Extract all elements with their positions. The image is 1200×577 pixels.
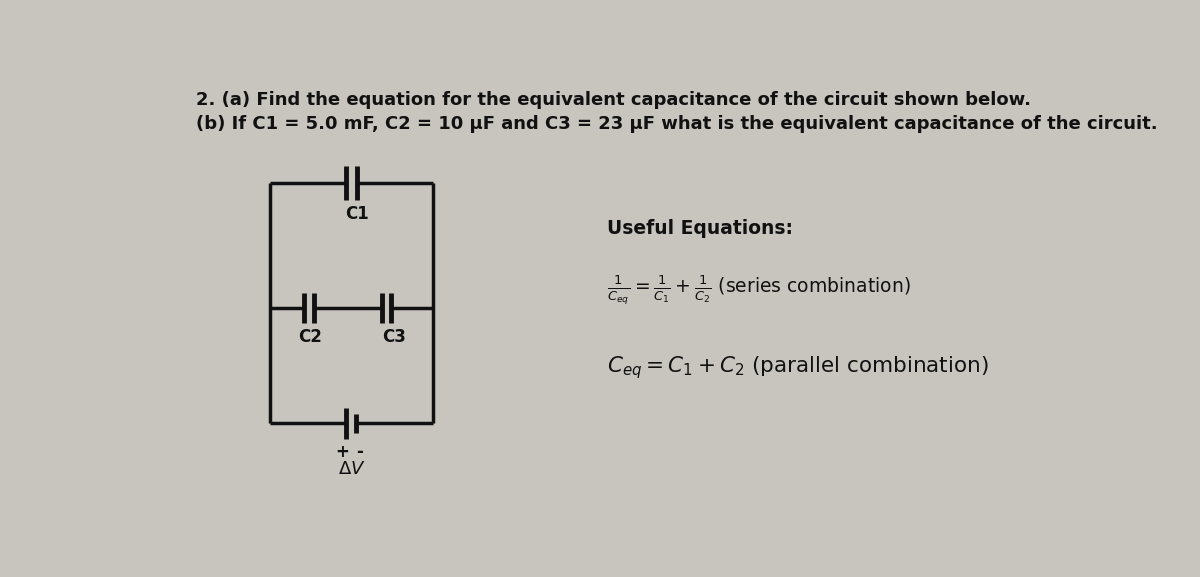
Text: Useful Equations:: Useful Equations: bbox=[607, 219, 793, 238]
Text: $C_{eq}=C_1+C_2$ (parallel combination): $C_{eq}=C_1+C_2$ (parallel combination) bbox=[607, 354, 989, 381]
Text: 2. (a) Find the equation for the equivalent capacitance of the circuit shown bel: 2. (a) Find the equation for the equival… bbox=[197, 91, 1032, 109]
Text: C2: C2 bbox=[298, 328, 322, 346]
Text: +: + bbox=[335, 444, 349, 462]
Text: $\frac{1}{C_{eq}}=\frac{1}{C_1}+\frac{1}{C_2}$ (series combination): $\frac{1}{C_{eq}}=\frac{1}{C_1}+\frac{1}… bbox=[607, 273, 911, 307]
Text: -: - bbox=[356, 444, 364, 462]
Text: C3: C3 bbox=[382, 328, 406, 346]
Text: (b) If C1 = 5.0 mF, C2 = 10 μF and C3 = 23 μF what is the equivalent capacitance: (b) If C1 = 5.0 mF, C2 = 10 μF and C3 = … bbox=[197, 115, 1158, 133]
Text: $\Delta V$: $\Delta V$ bbox=[337, 460, 365, 478]
Text: C1: C1 bbox=[346, 205, 370, 223]
